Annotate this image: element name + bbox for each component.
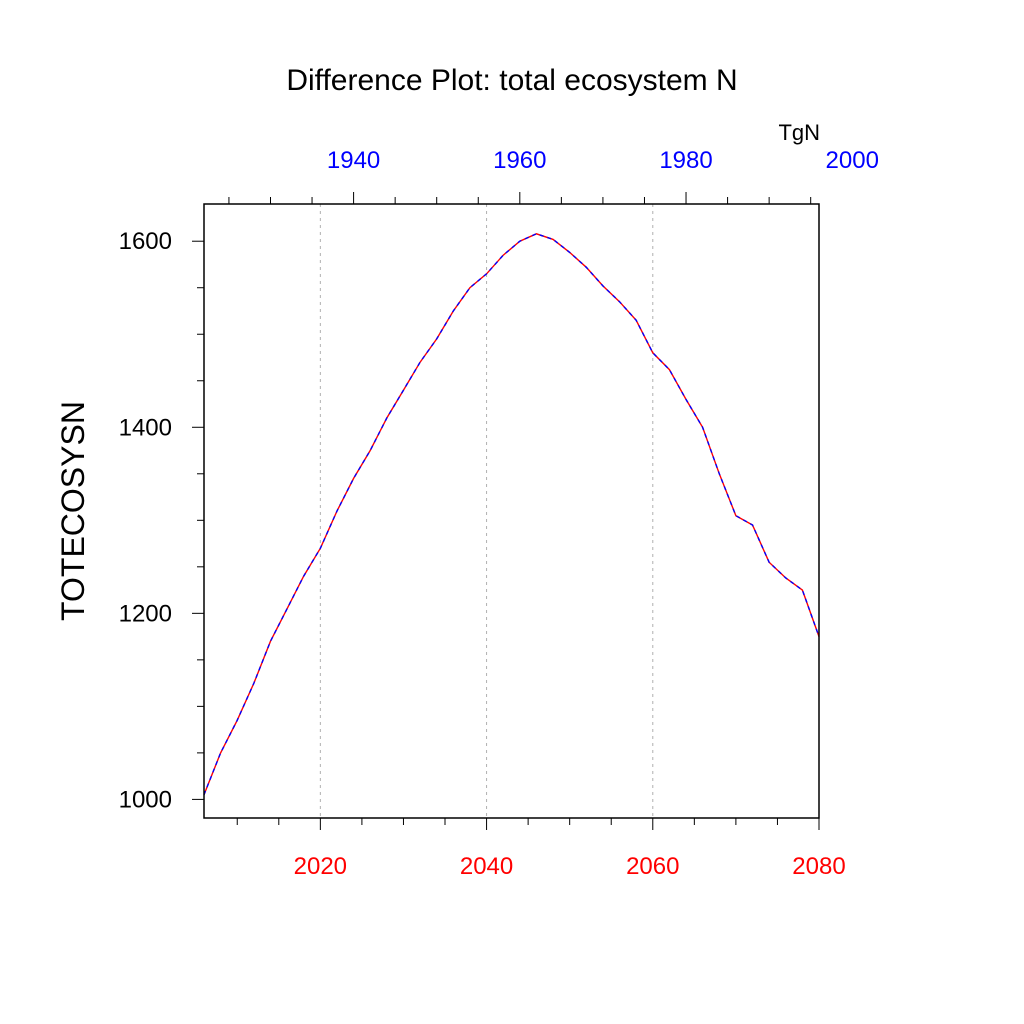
top-tick-label: 1980 — [659, 147, 712, 174]
grid-layer — [319, 204, 654, 818]
series-line-red — [203, 233, 820, 795]
ticks-layer: 2020 2040 2060 2080 1940 1960 1980 2000 1000 1200… — [119, 147, 879, 880]
x-tick-label: 2060 — [626, 853, 679, 880]
y-tick-label: 1200 — [119, 600, 172, 627]
top-tick-label: 1940 — [327, 147, 380, 174]
top-tick-label: 2000 — [826, 147, 879, 174]
top-tick-label: 1960 — [493, 147, 546, 174]
plot-frame — [203, 203, 820, 819]
y-axis-label: TOTECOSYSN — [55, 401, 91, 621]
series-line-blue — [203, 233, 820, 795]
units-label: TgN — [778, 120, 820, 145]
x-tick-label: 2020 — [294, 853, 347, 880]
y-tick-label: 1400 — [119, 414, 172, 441]
chart-title: Difference Plot: total ecosystem N — [286, 64, 737, 97]
y-tick-label: 1600 — [119, 228, 172, 255]
x-tick-label: 2040 — [460, 853, 513, 880]
y-tick-label: 1000 — [119, 786, 172, 813]
x-tick-label: 2080 — [792, 853, 845, 880]
series-layer — [203, 233, 820, 795]
